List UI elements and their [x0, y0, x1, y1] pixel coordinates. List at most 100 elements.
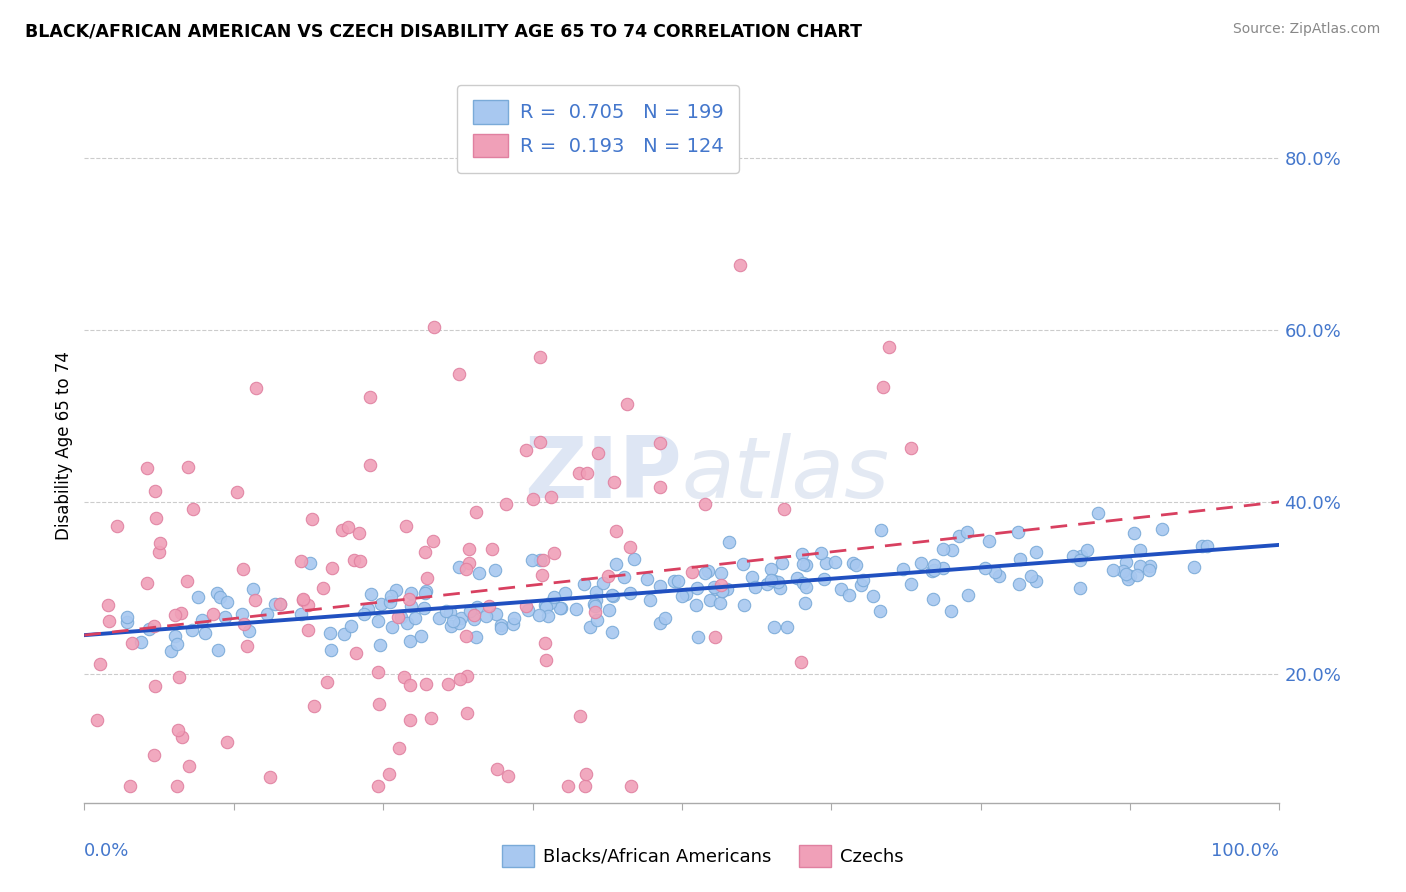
Point	[568, 709, 591, 723]
Point	[543, 590, 565, 604]
Point	[396, 616, 419, 631]
Point	[194, 626, 217, 640]
Point	[344, 646, 367, 660]
Point	[302, 698, 325, 713]
Point	[330, 523, 353, 537]
Point	[235, 639, 257, 653]
Point	[862, 589, 884, 603]
Point	[457, 556, 479, 570]
Point	[872, 380, 894, 394]
Point	[922, 558, 945, 572]
Point	[974, 561, 997, 575]
Point	[394, 670, 416, 684]
Point	[238, 624, 260, 638]
Point	[650, 436, 672, 450]
Point	[596, 568, 619, 582]
Point	[891, 562, 914, 576]
Point	[728, 258, 751, 272]
Point	[97, 599, 120, 613]
Point	[710, 566, 733, 580]
Point	[89, 657, 111, 672]
Point	[166, 637, 188, 651]
Point	[543, 546, 565, 560]
Point	[349, 526, 371, 541]
Point	[654, 610, 676, 624]
Point	[399, 713, 422, 727]
Point	[939, 604, 962, 618]
Point	[1115, 555, 1137, 569]
Point	[583, 597, 606, 611]
Point	[321, 560, 343, 574]
Point	[1137, 563, 1160, 577]
Point	[681, 565, 703, 579]
Point	[852, 573, 875, 587]
Point	[527, 607, 550, 622]
Point	[877, 340, 900, 354]
Point	[138, 622, 160, 636]
Point	[449, 615, 471, 630]
Point	[481, 542, 503, 557]
Point	[495, 497, 517, 511]
Point	[792, 547, 814, 561]
Point	[531, 552, 554, 566]
Point	[1025, 544, 1047, 558]
Point	[900, 577, 922, 591]
Point	[948, 529, 970, 543]
Point	[467, 566, 489, 581]
Point	[107, 519, 129, 533]
Point	[921, 564, 943, 578]
Point	[686, 630, 709, 644]
Point	[412, 601, 434, 615]
Point	[585, 613, 607, 627]
Point	[458, 604, 481, 618]
Point	[770, 557, 793, 571]
Point	[578, 620, 600, 634]
Point	[413, 545, 436, 559]
Point	[135, 461, 157, 475]
Point	[759, 562, 782, 576]
Point	[259, 770, 281, 784]
Point	[214, 610, 236, 624]
Point	[503, 611, 526, 625]
Point	[957, 588, 980, 602]
Point	[367, 614, 389, 628]
Point	[447, 367, 470, 381]
Point	[1112, 564, 1135, 578]
Point	[165, 608, 187, 623]
Point	[717, 535, 740, 549]
Point	[1191, 539, 1213, 553]
Point	[849, 578, 872, 592]
Point	[298, 556, 321, 570]
Point	[399, 678, 422, 692]
Point	[585, 584, 607, 599]
Point	[623, 552, 645, 566]
Point	[191, 613, 214, 627]
Point	[427, 610, 450, 624]
Point	[1062, 549, 1084, 563]
Point	[766, 575, 789, 590]
Point	[215, 595, 238, 609]
Point	[664, 574, 686, 588]
Point	[456, 629, 478, 643]
Point	[292, 591, 315, 606]
Point	[640, 593, 662, 607]
Point	[762, 574, 785, 588]
Point	[389, 610, 412, 624]
Point	[491, 621, 513, 635]
Point	[463, 612, 485, 626]
Point	[515, 442, 537, 457]
Point	[699, 593, 721, 607]
Point	[583, 599, 606, 614]
Point	[456, 669, 478, 683]
Point	[484, 563, 506, 577]
Point	[536, 600, 558, 615]
Point	[600, 588, 623, 602]
Point	[385, 583, 408, 598]
Point	[475, 609, 498, 624]
Point	[340, 618, 363, 632]
Point	[1102, 563, 1125, 577]
Point	[761, 573, 783, 587]
Point	[201, 607, 224, 622]
Point	[1129, 542, 1152, 557]
Point	[121, 636, 143, 650]
